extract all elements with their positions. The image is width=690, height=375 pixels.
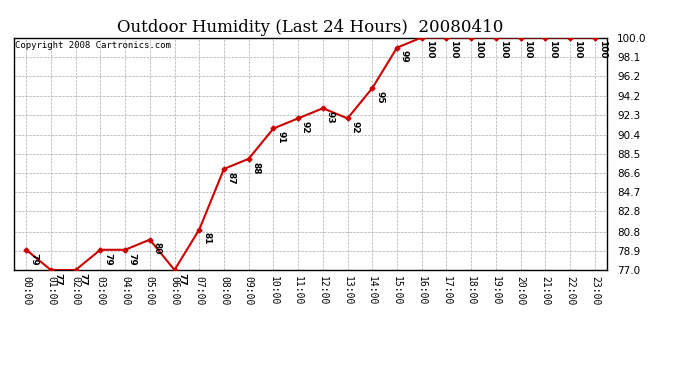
Text: 87: 87 <box>227 172 236 184</box>
Text: 81: 81 <box>202 232 211 245</box>
Text: 77: 77 <box>177 273 186 285</box>
Text: 77: 77 <box>79 273 88 285</box>
Text: 80: 80 <box>152 243 161 255</box>
Text: 88: 88 <box>251 162 260 174</box>
Text: 95: 95 <box>375 91 384 104</box>
Text: 79: 79 <box>103 252 112 265</box>
Text: 100: 100 <box>424 40 433 59</box>
Text: Copyright 2008 Cartronics.com: Copyright 2008 Cartronics.com <box>15 41 171 50</box>
Text: 100: 100 <box>499 40 508 59</box>
Text: 100: 100 <box>573 40 582 59</box>
Text: 100: 100 <box>598 40 607 59</box>
Title: Outdoor Humidity (Last 24 Hours)  20080410: Outdoor Humidity (Last 24 Hours) 2008041… <box>117 19 504 36</box>
Text: 100: 100 <box>449 40 458 59</box>
Text: 77: 77 <box>54 273 63 285</box>
Text: 99: 99 <box>400 50 408 63</box>
Text: 93: 93 <box>326 111 335 124</box>
Text: 92: 92 <box>301 121 310 134</box>
Text: 79: 79 <box>128 252 137 265</box>
Text: 91: 91 <box>276 131 285 144</box>
Text: 100: 100 <box>548 40 557 59</box>
Text: 100: 100 <box>474 40 483 59</box>
Text: 79: 79 <box>29 252 38 265</box>
Text: 92: 92 <box>351 121 359 134</box>
Text: 100: 100 <box>524 40 533 59</box>
